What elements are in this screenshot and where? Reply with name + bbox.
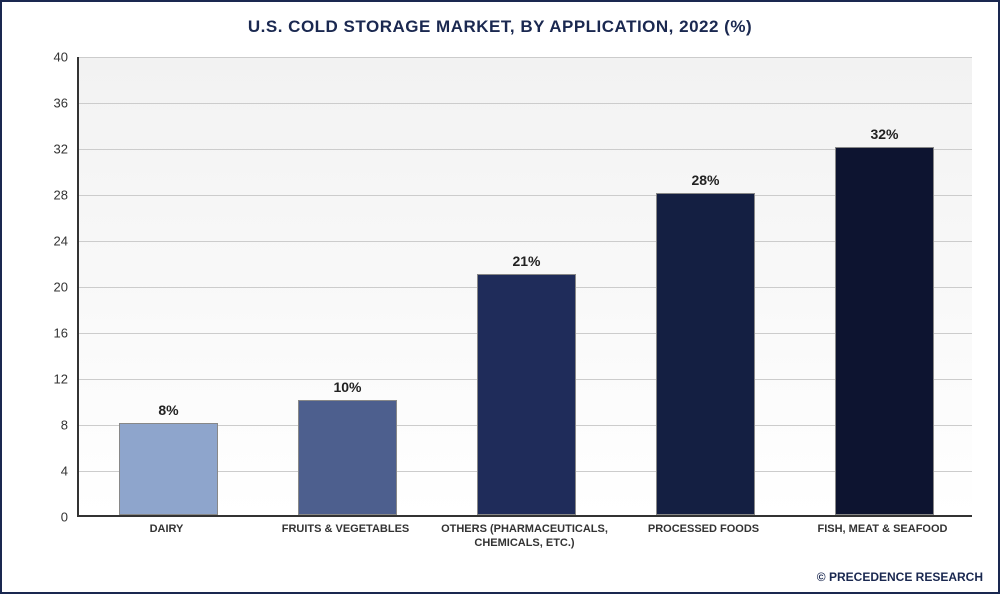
y-tick-label: 4 [38, 464, 68, 479]
x-axis-label: FISH, MEAT & SEAFOOD [797, 522, 969, 536]
x-axis-label: DAIRY [81, 522, 253, 536]
bar-value-label: 32% [836, 126, 932, 142]
y-tick-label: 12 [38, 372, 68, 387]
x-axis-label: OTHERS (PHARMACEUTICALS, CHEMICALS, ETC.… [439, 522, 611, 551]
grid-line [79, 57, 972, 58]
chart-title: U.S. COLD STORAGE MARKET, BY APPLICATION… [2, 2, 998, 47]
x-axis-label: FRUITS & VEGETABLES [260, 522, 432, 536]
y-tick-label: 0 [38, 510, 68, 525]
bar-value-label: 10% [299, 379, 395, 395]
bar-value-label: 28% [657, 172, 753, 188]
bar-value-label: 21% [478, 253, 574, 269]
copyright-text: © PRECEDENCE RESEARCH [817, 570, 983, 584]
bar: 28% [656, 193, 754, 515]
bar: 21% [477, 274, 575, 516]
plot-area: 8% 10% 21% 28% 32% [77, 57, 972, 517]
y-tick-label: 36 [38, 96, 68, 111]
bar: 32% [835, 147, 933, 515]
y-tick-label: 28 [38, 188, 68, 203]
y-tick-label: 40 [38, 50, 68, 65]
grid-line [79, 103, 972, 104]
bar-value-label: 8% [120, 402, 216, 418]
y-tick-label: 20 [38, 280, 68, 295]
y-tick-label: 24 [38, 234, 68, 249]
y-tick-label: 16 [38, 326, 68, 341]
y-tick-label: 32 [38, 142, 68, 157]
chart-container: U.S. COLD STORAGE MARKET, BY APPLICATION… [0, 0, 1000, 594]
x-axis-label: PROCESSED FOODS [618, 522, 790, 536]
bar: 8% [119, 423, 217, 515]
y-tick-label: 8 [38, 418, 68, 433]
bar: 10% [298, 400, 396, 515]
